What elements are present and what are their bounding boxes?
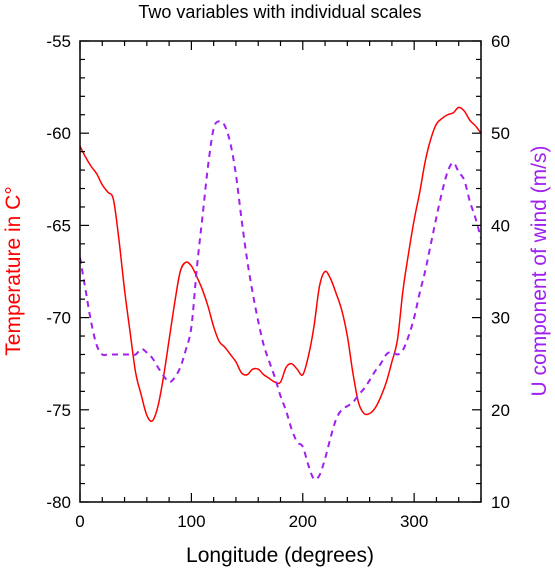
chart-title: Two variables with individual scales xyxy=(138,2,421,22)
left-tick-label: -65 xyxy=(46,216,71,235)
x-tick-label: 300 xyxy=(400,512,428,531)
right-tick-label: 10 xyxy=(491,493,510,512)
plot-frame xyxy=(79,40,482,503)
right-tick-label: 20 xyxy=(491,401,510,420)
right-tick-label: 60 xyxy=(491,32,510,51)
right-axis-title: U component of wind (m/s) xyxy=(528,146,551,397)
right-tick-label: 30 xyxy=(491,309,510,328)
x-tick-label: 200 xyxy=(289,512,317,531)
left-tick-label: -60 xyxy=(46,124,71,143)
left-tick-label: -75 xyxy=(46,401,71,420)
left-tick-label: -55 xyxy=(46,32,71,51)
temperature-series-line xyxy=(80,106,481,423)
left-tick-label: -70 xyxy=(46,309,71,328)
right-tick-label: 50 xyxy=(491,124,510,143)
right-tick-label: 40 xyxy=(491,216,510,235)
series-layer xyxy=(80,106,481,481)
wind-series-line xyxy=(80,120,481,481)
x-tick-label: 100 xyxy=(177,512,205,531)
left-tick-label: -80 xyxy=(46,493,71,512)
x-axis-title: Longitude (degrees) xyxy=(186,544,374,567)
x-tick-label: 0 xyxy=(75,512,84,531)
left-axis-title: Temperature in C° xyxy=(2,186,25,355)
ticks-layer: 0 100 200 300 -80 -75 -70 -65 -60 -55 10 20 30 40 50 60 xyxy=(46,32,510,531)
